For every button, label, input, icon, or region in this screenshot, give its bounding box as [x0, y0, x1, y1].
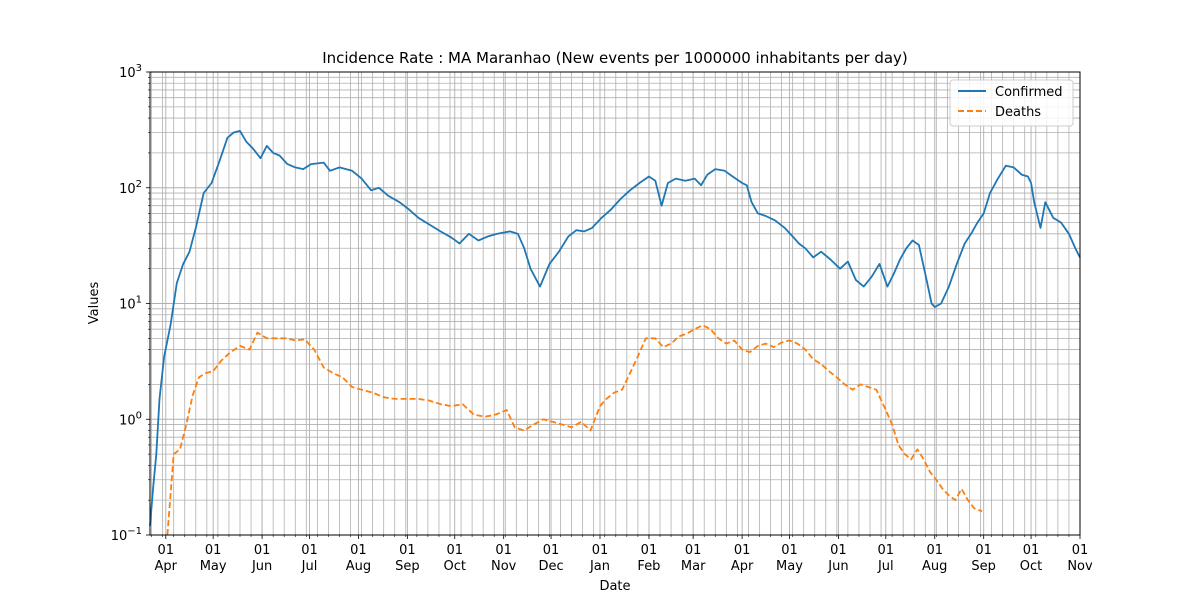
x-axis: 01Apr01May01Jun01Jul01Aug01Sep01Oct01Nov… [151, 535, 1093, 574]
x-tick-month-label: May [200, 559, 227, 574]
x-tick-month-label: Sep [395, 559, 420, 574]
x-tick-day-label: 01 [878, 543, 895, 558]
x-tick-day-label: 01 [685, 543, 702, 558]
x-tick-day-label: 01 [158, 543, 175, 558]
x-tick-day-label: 01 [205, 543, 222, 558]
x-tick-month-label: May [776, 559, 803, 574]
x-tick-month-label: Jun [827, 559, 848, 574]
x-tick-day-label: 01 [495, 543, 512, 558]
x-tick-day-label: 01 [543, 543, 560, 558]
x-tick-day-label: 01 [301, 543, 318, 558]
y-tick-label: 10−1 [111, 526, 142, 544]
x-tick-day-label: 01 [975, 543, 992, 558]
x-tick-month-label: Jan [589, 559, 610, 574]
x-tick-month-label: Jun [251, 559, 272, 574]
x-tick-month-label: Aug [346, 559, 371, 574]
legend: Confirmed Deaths [949, 79, 1074, 127]
x-axis-label: Date [599, 579, 630, 594]
x-tick-day-label: 01 [446, 543, 463, 558]
y-tick-label: 102 [119, 179, 142, 197]
x-tick-day-label: 01 [254, 543, 271, 558]
x-tick-month-label: Aug [922, 559, 947, 574]
x-tick-day-label: 01 [1072, 543, 1089, 558]
x-tick-month-label: Oct [443, 559, 465, 574]
legend-label-confirmed: Confirmed [995, 85, 1063, 100]
legend-label-deaths: Deaths [995, 105, 1041, 120]
series-line-deaths [166, 324, 983, 536]
series-layer [149, 129, 1081, 536]
x-tick-day-label: 01 [641, 543, 658, 558]
series-line-confirmed [149, 129, 1081, 526]
x-tick-day-label: 01 [830, 543, 847, 558]
x-tick-day-label: 01 [781, 543, 798, 558]
x-tick-day-label: 01 [734, 543, 751, 558]
x-tick-month-label: Nov [491, 559, 517, 574]
x-tick-month-label: Jul [877, 559, 894, 574]
x-tick-month-label: Sep [971, 559, 996, 574]
y-tick-label: 100 [119, 410, 142, 428]
y-axis-label: Values [87, 282, 102, 325]
y-tick-label: 101 [119, 295, 142, 313]
x-tick-month-label: Nov [1067, 559, 1093, 574]
x-tick-day-label: 01 [350, 543, 367, 558]
x-tick-month-label: Apr [731, 559, 754, 574]
x-tick-month-label: Mar [681, 559, 706, 574]
x-tick-day-label: 01 [1023, 543, 1040, 558]
x-tick-day-label: 01 [926, 543, 943, 558]
x-tick-month-label: Apr [155, 559, 178, 574]
chart-title: Incidence Rate : MA Maranhao (New events… [322, 49, 908, 67]
y-axis: 10−1 100 101 102 103 [111, 63, 150, 544]
x-tick-month-label: Oct [1020, 559, 1042, 574]
x-tick-day-label: 01 [399, 543, 416, 558]
y-tick-label: 103 [119, 63, 142, 81]
x-tick-day-label: 01 [592, 543, 609, 558]
x-tick-month-label: Jul [301, 559, 318, 574]
x-tick-month-label: Feb [637, 559, 660, 574]
x-tick-month-label: Dec [538, 559, 563, 574]
